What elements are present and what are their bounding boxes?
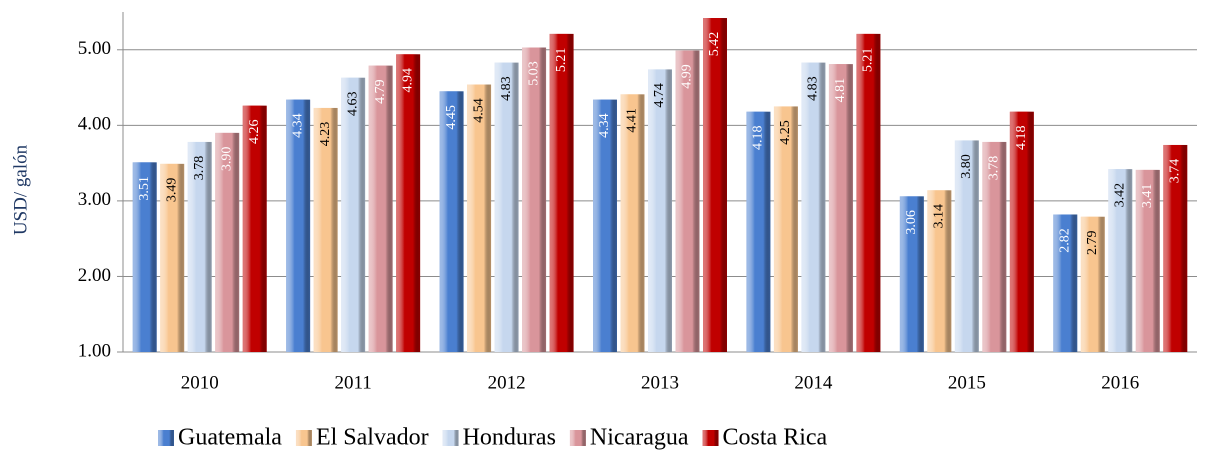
bar-shade <box>368 65 393 353</box>
legend-swatch-shade <box>158 430 174 446</box>
y-axis-label: USD/ galón <box>10 144 31 235</box>
data-label: 4.25 <box>778 120 793 145</box>
x-tick-label: 2016 <box>1101 372 1139 393</box>
bar-shade <box>313 107 338 352</box>
bar-shade <box>439 91 464 352</box>
data-label: 3.78 <box>192 156 207 181</box>
data-label: 5.21 <box>554 48 569 73</box>
y-tick-label: 4.00 <box>78 114 111 135</box>
data-label: 4.74 <box>652 83 667 108</box>
bar-shade <box>467 84 492 353</box>
x-tick-label: 2010 <box>181 372 219 393</box>
y-tick-label: 2.00 <box>78 265 111 286</box>
bar-shade <box>215 132 240 352</box>
bar-shade <box>982 141 1007 352</box>
data-label: 3.51 <box>137 176 152 201</box>
data-label: 2.79 <box>1085 231 1100 256</box>
data-label: 4.83 <box>806 76 821 101</box>
bar-shade <box>703 18 727 353</box>
bar-shade <box>187 141 212 352</box>
bar-shade <box>160 163 185 352</box>
data-label: 2.82 <box>1058 228 1073 253</box>
bar-shade <box>522 47 547 353</box>
data-label: 4.34 <box>597 113 612 137</box>
data-label: 3.42 <box>1113 183 1128 208</box>
x-tick-label: 2015 <box>948 372 986 393</box>
data-label: 4.45 <box>444 105 459 130</box>
legend-swatch-shade <box>442 430 459 446</box>
data-label: 3.14 <box>932 204 947 229</box>
y-tick-label: 5.00 <box>78 38 111 59</box>
data-label: 3.80 <box>959 154 974 179</box>
legend-label: Guatemala <box>178 425 282 451</box>
y-tick-label: 1.00 <box>78 340 111 361</box>
bar-shade <box>828 64 853 352</box>
bar-shade <box>396 54 421 353</box>
x-tick-label: 2012 <box>488 372 526 393</box>
legend-label: Costa Rica <box>723 425 828 451</box>
data-label: 4.94 <box>400 68 415 93</box>
bar-shade <box>648 69 672 352</box>
bar-shade <box>593 99 617 353</box>
bar-shade <box>494 62 519 352</box>
bar-shade <box>675 50 700 353</box>
bar-shade <box>1135 169 1160 352</box>
bar-shade <box>286 99 311 353</box>
x-tick-label: 2014 <box>794 372 833 393</box>
bar-shade <box>549 33 574 353</box>
data-label: 4.34 <box>290 113 305 137</box>
legend-label: El Salvador <box>316 425 429 451</box>
bar-shade <box>1108 169 1133 352</box>
data-label: 4.63 <box>345 91 360 116</box>
bar-shade <box>1053 214 1078 352</box>
data-label: 4.23 <box>318 122 333 147</box>
bar-shade <box>1163 144 1188 352</box>
data-label: 4.81 <box>833 78 848 103</box>
legend-label: Honduras <box>463 425 556 451</box>
data-label: 3.78 <box>987 156 1002 181</box>
bar-shade <box>132 162 157 352</box>
data-label: 4.18 <box>1014 125 1029 150</box>
data-label: 4.26 <box>247 119 262 144</box>
data-label: 3.90 <box>219 147 234 172</box>
data-label: 5.21 <box>861 48 876 73</box>
x-tick-label: 2013 <box>641 372 679 393</box>
bar-shade <box>1009 111 1034 352</box>
data-label: 4.99 <box>680 64 695 89</box>
bar-shade <box>746 111 771 352</box>
legend-label: Nicaragua <box>590 425 689 451</box>
bar-shade <box>1080 216 1105 352</box>
bar-shade <box>899 196 924 352</box>
x-tick-label: 2011 <box>334 372 371 393</box>
bar-shade <box>242 105 267 352</box>
legend-swatch-shade <box>702 430 719 446</box>
bar-shade <box>927 190 952 352</box>
data-label: 4.79 <box>373 79 388 104</box>
data-label: 3.06 <box>904 210 919 235</box>
data-label: 5.42 <box>707 32 722 57</box>
data-label: 4.18 <box>751 125 766 150</box>
data-label: 5.03 <box>526 61 541 86</box>
data-label: 3.49 <box>164 178 179 203</box>
bar-shade <box>341 77 366 352</box>
y-tick-label: 3.00 <box>78 189 111 210</box>
bar-shade <box>801 62 826 352</box>
legend-swatch-shade <box>569 430 586 446</box>
bar-shade <box>954 140 979 352</box>
data-label: 3.41 <box>1140 184 1155 209</box>
data-label: 4.83 <box>499 76 514 101</box>
data-label: 4.54 <box>471 98 486 123</box>
bar-shade <box>620 94 645 352</box>
legend-swatch-shade <box>295 430 312 446</box>
data-label: 4.41 <box>625 108 640 133</box>
data-label: 3.74 <box>1168 159 1183 184</box>
bar-shade <box>773 106 798 352</box>
bar-shade <box>856 33 881 353</box>
